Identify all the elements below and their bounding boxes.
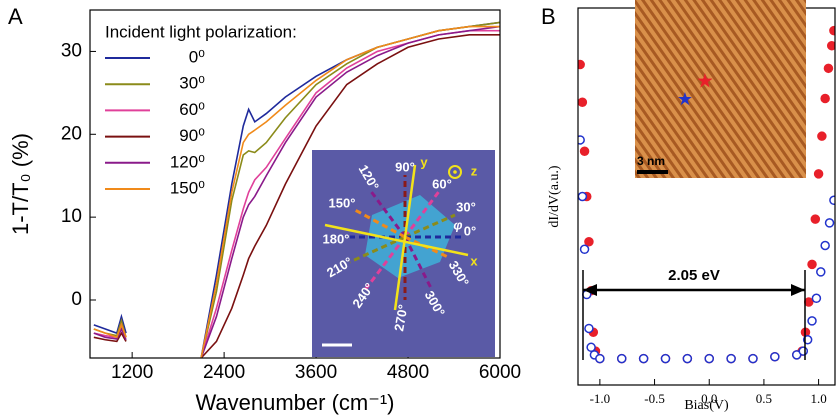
point (578, 97, 588, 107)
scale-label: 3 nm (637, 154, 665, 168)
point (811, 293, 822, 304)
point (726, 353, 736, 364)
plot-frame (89, 9, 501, 359)
point (807, 316, 817, 326)
inset-label: 150° (329, 195, 356, 210)
plot-area (578, 25, 835, 364)
y-tick-label: 20 (61, 123, 82, 144)
inset-label: 90° (395, 159, 415, 174)
inset-label: 0° (464, 223, 476, 238)
point (584, 323, 594, 334)
y-axis-label: 1-T/T₀ (%) (8, 133, 33, 235)
x-tick-label: 1200 (111, 362, 153, 383)
point (823, 63, 834, 74)
gap-annotation: 2.05 eV (582, 267, 806, 360)
legend-label: 120⁰ (170, 152, 205, 171)
x-axis-arrow (324, 223, 469, 257)
z-symbol (453, 170, 457, 174)
x-tick-label: -0.5 (644, 391, 665, 406)
point (704, 353, 714, 364)
x-tick-label: -1.0 (590, 391, 611, 406)
point (660, 353, 671, 364)
point (578, 59, 585, 70)
inset-label: 270° (391, 303, 410, 332)
x-tick-label: 1.0 (810, 391, 826, 406)
point (813, 169, 824, 179)
legend-label: 0⁰ (189, 47, 205, 66)
legend-label: 60⁰ (179, 100, 205, 119)
point (820, 93, 830, 104)
x-axis-label: Wavenumber (cm⁻¹) (195, 390, 394, 415)
axes: -1.0 -0.5 0.0 0.5 1.0 Bias(V) dI/dV(a.u.) (547, 7, 836, 413)
legend-label: 150⁰ (170, 178, 205, 197)
point (595, 353, 605, 364)
point (748, 353, 758, 364)
x-tick-label: 0.0 (701, 391, 717, 406)
inset-stm: ★ ★ 3 nm (635, 0, 806, 178)
x-axis-label: Bias(V) (684, 398, 729, 413)
point (682, 353, 693, 364)
inset-label: x (470, 253, 478, 268)
series-line (93, 25, 500, 358)
annotation: 2.05 eV (668, 267, 720, 284)
star: ★ (696, 70, 714, 92)
point (829, 195, 835, 206)
x-tick-label: 0.5 (756, 391, 772, 406)
axes: 1200 2400 3600 4800 6000 0 10 20 30 Wavenumber (c… (8, 9, 521, 415)
point (578, 135, 585, 145)
point (820, 240, 830, 251)
arrow-head (583, 284, 597, 296)
point (579, 244, 590, 255)
series-line (93, 25, 500, 358)
arrow-head (791, 284, 805, 296)
x-tick-label: 6000 (479, 362, 521, 383)
point (770, 351, 780, 362)
point (586, 342, 596, 353)
point (798, 346, 809, 356)
z-symbol (448, 165, 462, 179)
point (638, 353, 649, 364)
point (826, 40, 835, 51)
point (817, 131, 827, 141)
y-axis-arrow (393, 164, 417, 311)
x-tick-label: 2400 (203, 362, 245, 383)
inset-label: 180° (323, 231, 350, 246)
point (616, 353, 627, 364)
inset-label: 30° (456, 199, 476, 214)
panel-label: B (541, 4, 556, 29)
legend-label: 30⁰ (179, 74, 205, 93)
point (824, 218, 835, 228)
point (578, 191, 588, 202)
legend-title: Incident light polarization: (105, 22, 297, 41)
point (579, 146, 590, 157)
stm-image (635, 0, 806, 178)
panel-label: A (8, 4, 23, 29)
x-tick-label: 4800 (387, 362, 429, 383)
inset-label: 60° (432, 176, 452, 191)
inset-label: z (471, 163, 478, 178)
series-line (93, 34, 500, 358)
point (829, 25, 835, 36)
point (807, 259, 817, 270)
inset-label: φ (453, 217, 462, 232)
star: ★ (677, 89, 693, 109)
x-tick-label: 3600 (295, 362, 337, 383)
y-axis-label: dI/dV(a.u.) (547, 165, 562, 228)
legend-label: 90⁰ (179, 126, 205, 145)
point (810, 214, 821, 224)
y-tick-label: 10 (61, 206, 82, 227)
inset-label: y (420, 154, 428, 169)
plot-area (93, 21, 500, 358)
inset-photo: 90° 60° 30° 0° 330° 300° 270° 240° 210° … (312, 150, 495, 357)
y-tick-label: 0 (71, 289, 82, 310)
legend: Incident light polarization: 0⁰ 30⁰ 60⁰ 90⁰… (105, 22, 297, 197)
y-tick-label: 30 (61, 40, 82, 61)
point (584, 236, 594, 247)
point (804, 297, 814, 307)
point (816, 267, 826, 277)
